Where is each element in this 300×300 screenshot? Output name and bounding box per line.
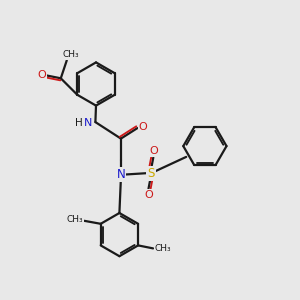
- Text: S: S: [147, 167, 155, 180]
- Text: CH₃: CH₃: [67, 215, 83, 224]
- Text: CH₃: CH₃: [63, 50, 80, 59]
- Text: N: N: [84, 118, 92, 128]
- Text: O: O: [144, 190, 153, 200]
- Text: CH₃: CH₃: [154, 244, 171, 253]
- Text: O: O: [37, 70, 46, 80]
- Text: O: O: [149, 146, 158, 156]
- Text: N: N: [116, 168, 125, 181]
- Text: H: H: [75, 118, 83, 128]
- Text: O: O: [138, 122, 147, 132]
